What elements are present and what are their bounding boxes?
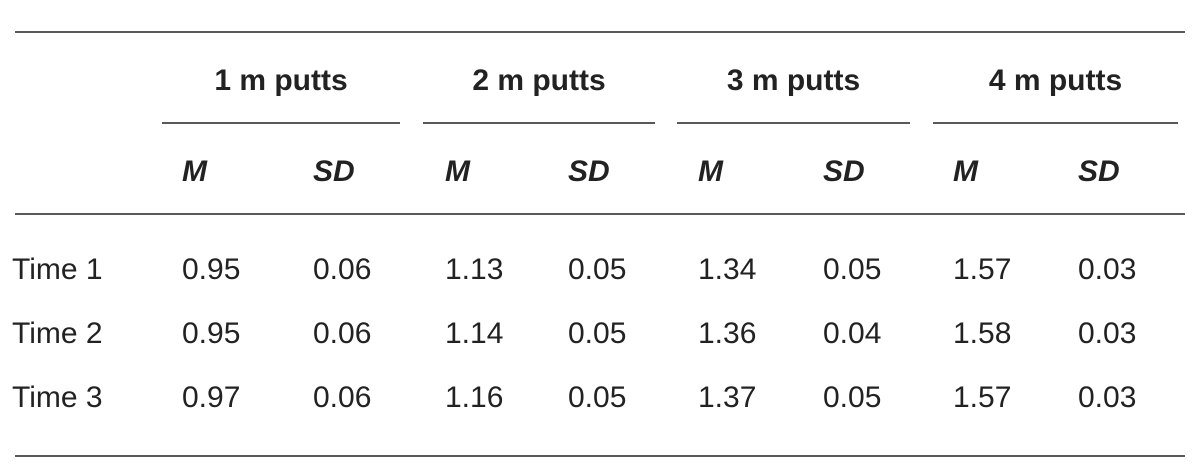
subheader: M xyxy=(445,155,471,188)
subheader: SD xyxy=(823,155,865,188)
cell: 0.05 xyxy=(568,253,626,286)
cell: 0.03 xyxy=(1078,253,1136,286)
cell: 0.04 xyxy=(823,317,881,350)
subheader: SD xyxy=(313,155,355,188)
cell: 0.06 xyxy=(313,253,371,286)
cell: 0.95 xyxy=(182,317,240,350)
subheader: SD xyxy=(568,155,610,188)
group-header: 3 m putts xyxy=(727,64,860,97)
cell: 1.57 xyxy=(953,253,1011,286)
cell: 0.06 xyxy=(313,381,371,414)
subheader: M xyxy=(698,155,724,188)
cell: 0.05 xyxy=(568,381,626,414)
cell: 0.03 xyxy=(1078,317,1136,350)
group-header: 2 m putts xyxy=(472,64,605,97)
row-label: Time 1 xyxy=(12,253,103,286)
cell: 1.58 xyxy=(953,317,1011,350)
cell: 0.05 xyxy=(568,317,626,350)
cell: 0.97 xyxy=(182,381,240,414)
cell: 1.13 xyxy=(445,253,503,286)
row-label: Time 3 xyxy=(12,381,103,414)
cell: 1.36 xyxy=(698,317,756,350)
cell: 0.03 xyxy=(1078,381,1136,414)
row-label: Time 2 xyxy=(12,317,103,350)
cell: 1.37 xyxy=(698,381,756,414)
subheader: M xyxy=(953,155,979,188)
cell: 0.05 xyxy=(823,381,881,414)
subheader: SD xyxy=(1078,155,1120,188)
cell: 0.05 xyxy=(823,253,881,286)
group-header: 1 m putts xyxy=(214,64,347,97)
subheader: M xyxy=(182,155,208,188)
cell: 1.34 xyxy=(698,253,756,286)
cell: 1.16 xyxy=(445,381,503,414)
cell: 0.06 xyxy=(313,317,371,350)
group-header: 4 m putts xyxy=(989,64,1122,97)
cell: 1.57 xyxy=(953,381,1011,414)
cell: 1.14 xyxy=(445,317,503,350)
cell: 0.95 xyxy=(182,253,240,286)
